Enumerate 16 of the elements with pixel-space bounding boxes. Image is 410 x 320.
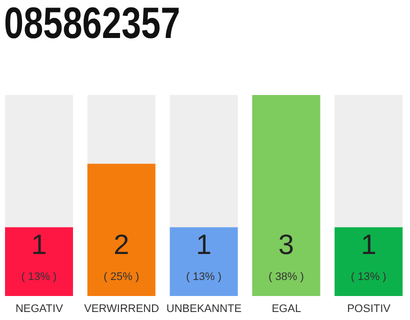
data-label: ( 13% ): [21, 271, 57, 283]
x-tick-label: NEGATIV: [15, 302, 64, 315]
data-label: ( 25% ): [104, 271, 140, 283]
annotation: 2: [114, 229, 130, 260]
annotation: 1: [31, 229, 47, 260]
chart-title: 085862357: [4, 0, 180, 48]
x-tick-label: POSITIV: [347, 302, 392, 315]
data-label: ( 38% ): [268, 271, 304, 283]
annotation: 1: [196, 229, 212, 260]
x-tick-label: UNBEKANNTE: [166, 302, 242, 315]
annotation: 3: [278, 229, 294, 260]
data-label: ( 13% ): [186, 271, 222, 283]
x-tick-label: VERWIRREND: [84, 302, 160, 315]
annotation: 1: [360, 229, 376, 260]
data-label: ( 13% ): [350, 271, 386, 283]
x-tick-label: EGAL: [272, 302, 302, 315]
